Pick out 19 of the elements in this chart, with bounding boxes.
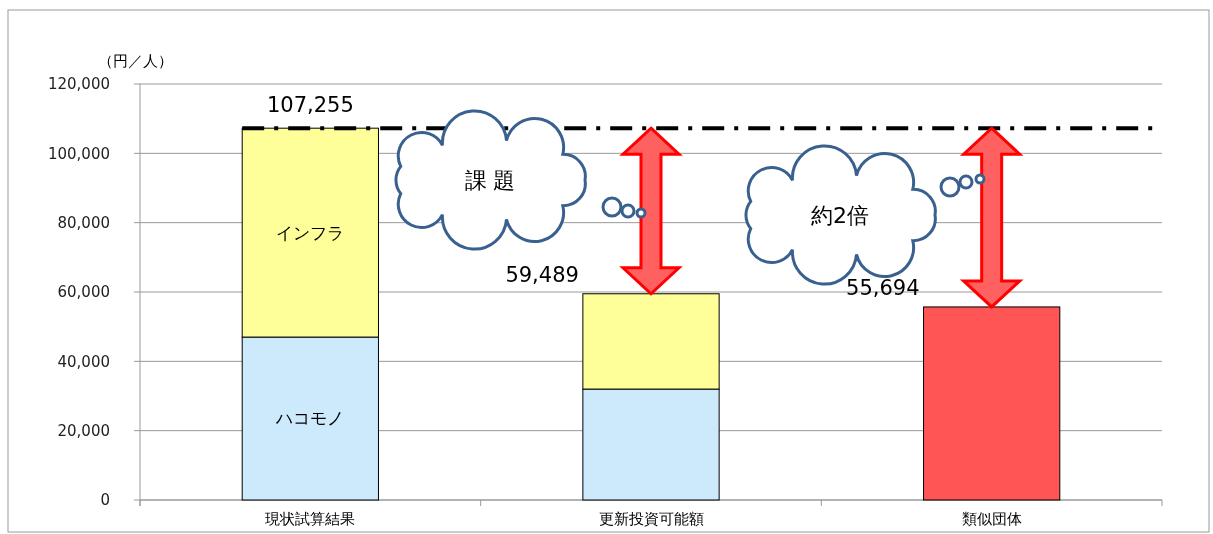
annotation: 課 題	[464, 167, 516, 193]
y-tick-label: 80,000	[57, 213, 110, 232]
y-axis-title: （円／人）	[97, 52, 173, 70]
bar	[923, 306, 1061, 501]
total-label: 55,694	[846, 275, 920, 300]
y-tick-label: 100,000	[47, 144, 110, 163]
series-label: ハコモノ	[275, 408, 345, 429]
y-tick-label: 0	[100, 491, 110, 510]
annotation: 約2倍	[811, 202, 869, 228]
total-label: 59,489	[505, 262, 579, 287]
x-tick-label: 更新投資可能額	[598, 510, 704, 528]
x-tick-label: 現状試算結果	[265, 510, 356, 528]
y-tick-label: 20,000	[57, 421, 110, 440]
total-label: 107,255	[266, 93, 354, 118]
y-tick-label: 60,000	[57, 283, 110, 302]
x-tick-label: 類似団体	[961, 510, 1022, 528]
y-tick-label: 120,000	[47, 75, 110, 94]
series-label: インフラ	[276, 222, 345, 243]
y-tick-label: 40,000	[57, 352, 110, 371]
